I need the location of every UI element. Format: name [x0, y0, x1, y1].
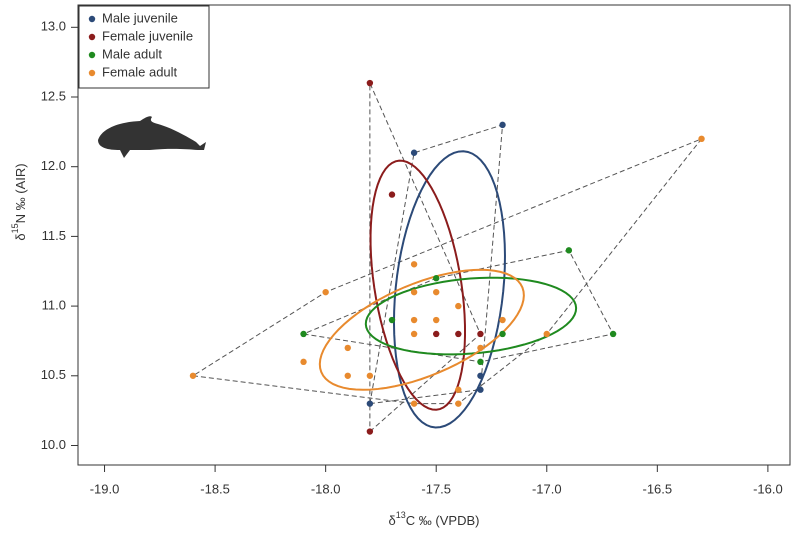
y-tick-label: 10.0 [41, 437, 66, 452]
y-label-superscript: 15 [10, 223, 20, 233]
point [477, 372, 484, 379]
point [477, 330, 484, 338]
point [410, 400, 418, 407]
legend-marker [88, 33, 96, 41]
points [189, 79, 705, 435]
standard-ellipse [392, 150, 506, 429]
convex-hull [301, 249, 614, 363]
point [698, 135, 705, 143]
point [499, 121, 506, 129]
point [565, 247, 573, 254]
point [410, 316, 418, 324]
plot-frame [77, 4, 791, 466]
y-axis-label: δ15N ‰ (AIR) [10, 163, 28, 240]
y-tick-label: 12.5 [41, 88, 66, 103]
whale-icon [98, 116, 206, 158]
point [366, 79, 374, 87]
legend-box [78, 5, 210, 89]
point [300, 358, 307, 366]
point [543, 330, 550, 338]
legend-marker [88, 51, 96, 59]
point [189, 372, 197, 379]
y-tick-label: 10.5 [41, 367, 66, 382]
y-tick-label: 12.0 [41, 158, 66, 173]
convex-hull [191, 137, 704, 405]
legend-label: Male juvenile [102, 10, 178, 25]
legend-label: Female adult [102, 64, 178, 79]
x-tick-label: -18.0 [311, 481, 341, 496]
legend-marker [88, 69, 96, 77]
point [410, 149, 418, 156]
x-tick-label: -17.0 [532, 481, 562, 496]
legend-label: Female juvenile [102, 28, 193, 43]
y-tick-label: 11.5 [42, 228, 66, 243]
point [433, 288, 440, 296]
point [300, 330, 307, 338]
point [477, 344, 484, 352]
point [499, 330, 506, 338]
point [388, 316, 396, 324]
x-label-superscript: 13 [396, 510, 406, 520]
point [366, 400, 374, 407]
point [322, 288, 329, 296]
point [477, 358, 484, 366]
y-tick-label: 13.0 [41, 19, 66, 34]
legend-label: Male adult [102, 46, 162, 61]
point [410, 261, 418, 268]
ellipses [318, 150, 578, 429]
point [344, 344, 351, 352]
point [433, 330, 440, 338]
x-tick-label: -17.5 [421, 481, 451, 496]
x-tick-label: -18.5 [200, 481, 230, 496]
standard-ellipse [369, 159, 467, 411]
point [455, 400, 462, 407]
point [410, 288, 418, 296]
point [366, 428, 374, 435]
point [609, 330, 617, 338]
point [455, 330, 462, 338]
point [477, 386, 484, 393]
point [388, 191, 396, 198]
point [455, 302, 462, 310]
standard-ellipse [318, 268, 525, 391]
point [344, 372, 351, 379]
point [366, 372, 374, 379]
point [455, 386, 462, 393]
point [410, 330, 418, 338]
x-label-symbol: δ [389, 513, 396, 528]
x-axis-label: δ13C ‰ (VPDB) [389, 510, 480, 528]
y-tick-label: 11.0 [42, 298, 66, 313]
point [433, 275, 440, 282]
point [499, 316, 506, 324]
legend-marker [88, 15, 96, 23]
x-tick-label: -16.5 [643, 481, 673, 496]
point [433, 316, 440, 324]
x-label-text: C ‰ (VPDB) [406, 513, 480, 528]
standard-ellipse [364, 276, 578, 356]
x-tick-label: -19.0 [90, 481, 120, 496]
legend: Male juvenile Female juvenile Male adult Fe… [78, 5, 210, 89]
y-label-text: N ‰ (AIR) [13, 163, 28, 223]
x-tick-label: -16.0 [753, 481, 783, 496]
hulls [191, 82, 704, 433]
convex-hull [369, 82, 482, 433]
y-label-symbol: δ [13, 233, 28, 240]
